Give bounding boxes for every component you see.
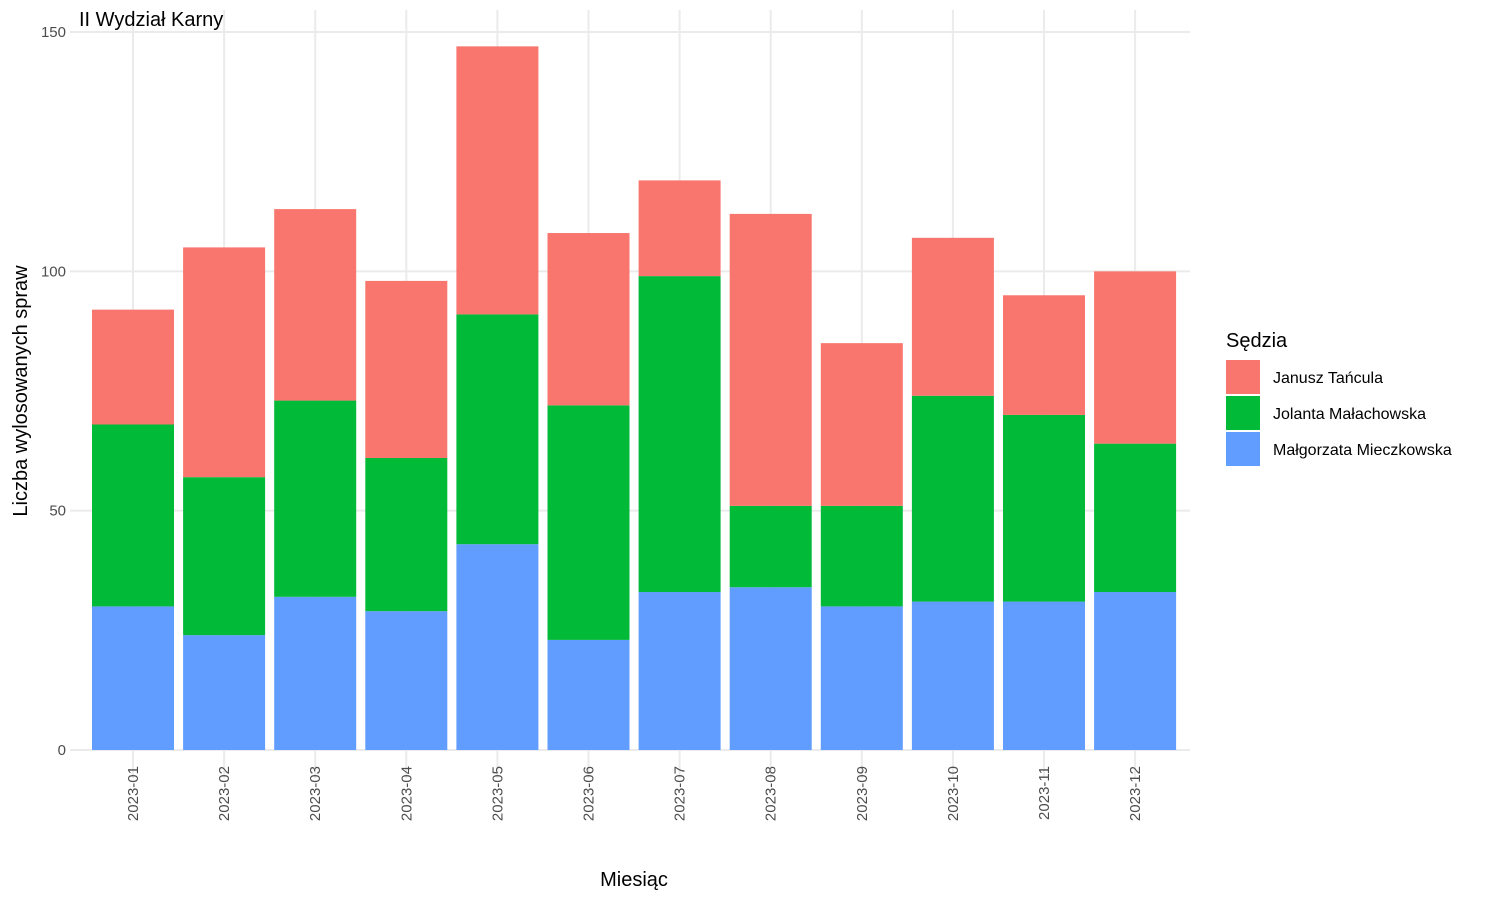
bar-segment [729, 213, 812, 506]
x-tick-label: 2023-02 [216, 766, 233, 821]
bar-segment [911, 601, 994, 750]
y-axis-ticks: 0 50 100 150 [41, 24, 66, 759]
bar-segment [1094, 592, 1177, 750]
bar-segment [92, 424, 174, 607]
x-tick-label: 2023-05 [489, 766, 506, 821]
bar-segment [820, 343, 903, 506]
bar-segment [1003, 414, 1085, 602]
y-axis-title: Liczba wylosowanych spraw [10, 265, 32, 517]
legend-label: Małgorzata Mieczkowska [1273, 442, 1452, 459]
bar-segment [92, 309, 174, 425]
bar-segment [183, 635, 266, 750]
x-tick-label: 2023-03 [307, 766, 324, 821]
x-tick-label: 2023-01 [125, 766, 142, 821]
bar-segment [729, 587, 812, 750]
bar-segment [547, 233, 630, 406]
x-tick-label: 2023-04 [398, 766, 415, 821]
bar-segment [456, 314, 539, 545]
bar-segment [729, 505, 812, 588]
x-axis-ticks: 2023-01 2023-02 2023-03 2023-04 2023-05 2023-… [125, 766, 1144, 821]
bar-segment [183, 477, 266, 636]
bar-segment [456, 544, 539, 750]
bar-segment [547, 639, 630, 750]
bar-segment [1094, 443, 1177, 593]
bar-segment [820, 505, 903, 607]
legend-label: Janusz Tańcula [1273, 370, 1383, 387]
bar-segment [1003, 295, 1085, 415]
legend-swatch [1226, 360, 1260, 394]
bar-segment [638, 180, 721, 277]
bar-segment [183, 247, 266, 478]
bar-segment [911, 237, 994, 396]
bar-segment [365, 611, 448, 750]
legend-title: Sędzia [1226, 330, 1288, 352]
bar-segment [1003, 601, 1085, 750]
y-tick-label: 100 [41, 263, 66, 280]
bar-segment [638, 592, 721, 750]
legend-label: Jolanta Małachowska [1273, 406, 1426, 423]
x-tick-label: 2023-11 [1036, 766, 1053, 820]
chart-title: II Wydział Karny [79, 9, 223, 31]
y-tick-label: 50 [49, 503, 66, 520]
bar-segment [274, 596, 357, 750]
x-tick-label: 2023-06 [581, 766, 598, 821]
bar-segment [820, 606, 903, 750]
bar-segment [1094, 271, 1177, 444]
bar-segment [365, 458, 448, 612]
bar-segment [456, 46, 539, 315]
bar-segment [274, 209, 357, 401]
y-tick-label: 0 [58, 742, 66, 759]
x-tick-label: 2023-07 [672, 766, 689, 821]
bar-segment [92, 606, 174, 750]
bar-segment [547, 405, 630, 640]
bar-segment [638, 276, 721, 593]
bar-segment [911, 395, 994, 602]
legend: Sędzia Janusz Tańcula Jolanta Małachowska… [1226, 330, 1452, 466]
x-tick-label: 2023-12 [1127, 766, 1144, 821]
x-tick-label: 2023-10 [945, 766, 962, 821]
legend-swatch [1226, 396, 1260, 430]
x-tick-label: 2023-08 [763, 766, 780, 821]
bars [92, 46, 1177, 750]
bar-segment [365, 280, 448, 459]
y-tick-label: 150 [41, 24, 66, 41]
x-tick-label: 2023-09 [854, 766, 871, 821]
x-axis-title: Miesiąc [600, 869, 668, 891]
legend-swatch [1226, 432, 1260, 466]
bar-segment [274, 400, 357, 597]
